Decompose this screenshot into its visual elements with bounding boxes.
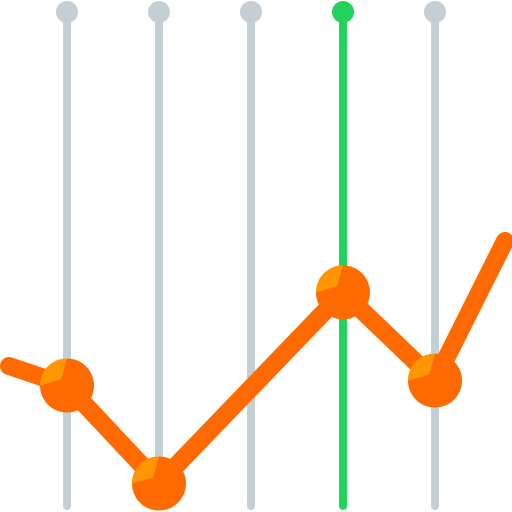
slider-cap bbox=[424, 1, 446, 23]
slider-cap bbox=[56, 1, 78, 23]
chart-points-layer bbox=[40, 265, 462, 511]
slider-cap bbox=[240, 1, 262, 23]
slider-cap bbox=[148, 1, 170, 23]
chart-point bbox=[408, 353, 462, 408]
chart-point-highlight bbox=[408, 353, 435, 381]
chart-point-highlight bbox=[132, 456, 159, 484]
chart-point-highlight bbox=[316, 265, 343, 293]
chart-point bbox=[316, 265, 370, 320]
vertical-slider-tracks bbox=[56, 1, 446, 510]
chart-point-highlight bbox=[40, 358, 67, 386]
chart-point bbox=[40, 358, 94, 413]
active-slider-cap bbox=[332, 1, 354, 23]
chart-point bbox=[132, 456, 186, 511]
